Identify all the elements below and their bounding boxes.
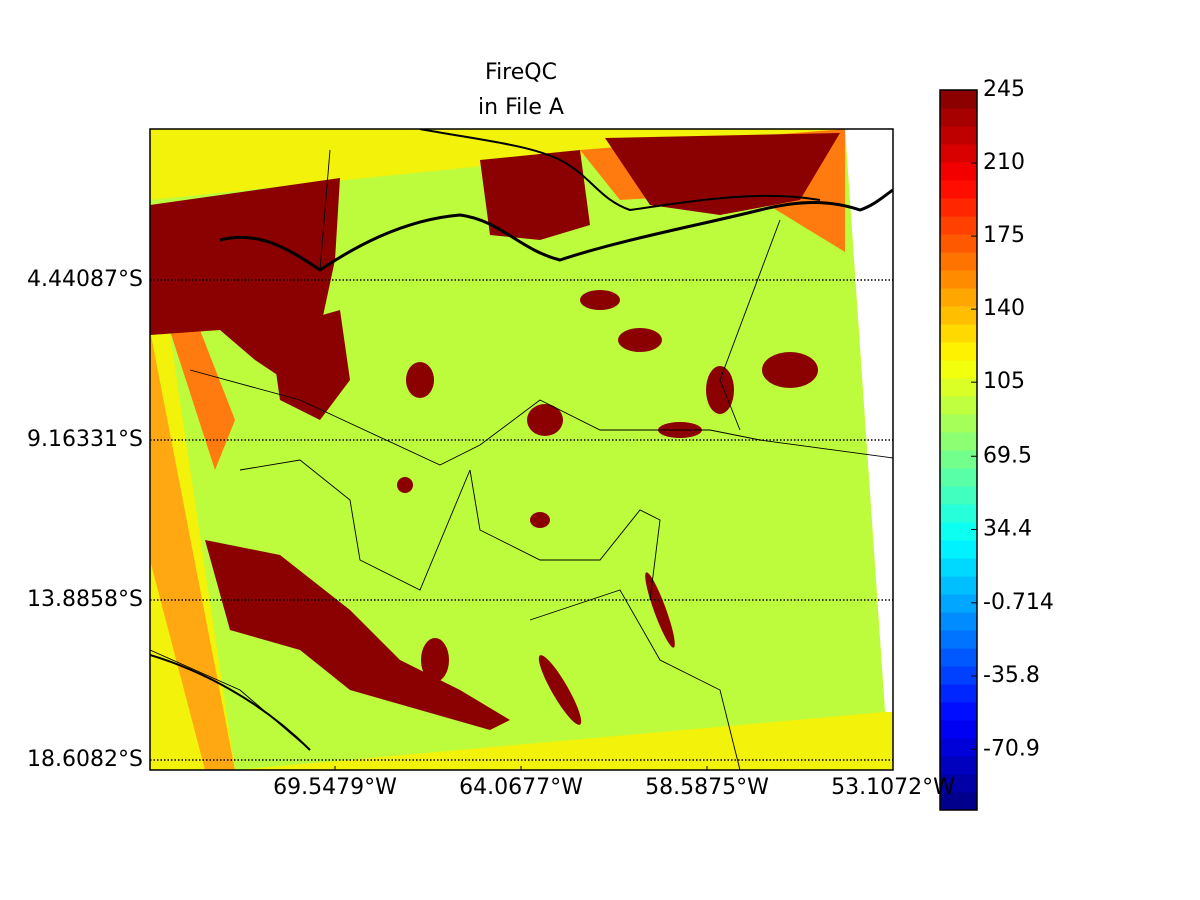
colorbar-band — [940, 630, 977, 649]
x-tick-label: 69.5479°W — [273, 775, 397, 800]
map-field — [150, 129, 893, 770]
colorbar-band — [940, 594, 977, 613]
orange-area — [160, 300, 235, 470]
colorbar-band — [940, 180, 977, 199]
colorbar-band — [940, 198, 977, 217]
colorbar-tick-label: 34.4 — [983, 517, 1032, 542]
colorbar-frame — [939, 89, 978, 811]
colorbar-band — [940, 666, 977, 685]
colorbar-band — [940, 234, 977, 253]
colorbar-band — [940, 90, 977, 109]
colorbar-band — [940, 504, 977, 523]
colorbar-tick-label: -0.714 — [983, 590, 1054, 615]
y-tick-label: 13.8858°S — [27, 587, 143, 612]
colorbar-tick-label: 210 — [983, 150, 1025, 175]
colorbar-band — [940, 648, 977, 667]
high-qc-areas — [150, 133, 840, 730]
colorbar-band — [940, 270, 977, 289]
colorbar-band — [940, 432, 977, 451]
colorbar-band — [940, 702, 977, 721]
colorbar-band — [940, 396, 977, 415]
y-tick-label: 9.16331°S — [27, 427, 143, 452]
colorbar-band — [940, 144, 977, 163]
colorbar — [940, 90, 977, 811]
colorbar-band — [940, 288, 977, 307]
y-tick-label: 4.44087°S — [27, 267, 143, 292]
grid — [150, 279, 893, 761]
x-tick-label: 53.1072°W — [831, 775, 955, 800]
colorbar-band — [940, 414, 977, 433]
colorbar-band — [940, 450, 977, 469]
colorbar-band — [940, 612, 977, 631]
colorbar-tick-label: 105 — [983, 369, 1025, 394]
colorbar-band — [940, 360, 977, 379]
colorbar-band — [940, 306, 977, 325]
colorbar-band — [940, 252, 977, 271]
colorbar-band — [940, 792, 977, 811]
colorbar-tick-label: 69.5 — [983, 443, 1032, 468]
coastline — [150, 654, 311, 751]
chart-title: FireQC — [485, 60, 557, 85]
colorbar-band — [940, 774, 977, 793]
river — [419, 129, 821, 212]
colorbar-tick-label: 175 — [983, 223, 1025, 248]
x-tick-label: 64.0677°W — [459, 775, 583, 800]
colorbar-band — [940, 324, 977, 343]
colorbar-band — [940, 540, 977, 559]
colorbar-band — [940, 162, 977, 181]
chart-subtitle: in File A — [478, 95, 564, 120]
colorbar-band — [940, 756, 977, 775]
colorbar-tick-label: 140 — [983, 296, 1025, 321]
colorbar-band — [940, 576, 977, 595]
y-tick-label: 18.6082°S — [27, 747, 143, 772]
colorbar-tick-label: -70.9 — [983, 736, 1040, 761]
colorbar-band — [940, 342, 977, 361]
colorbar-band — [940, 486, 977, 505]
colorbar-band — [940, 108, 977, 127]
colorbar-band — [940, 378, 977, 397]
colorbar-band — [940, 738, 977, 757]
colorbar-band — [940, 684, 977, 703]
colorbar-band — [940, 720, 977, 739]
colorbar-tick-label: 245 — [983, 77, 1025, 102]
border — [150, 149, 781, 770]
colorbar-band — [940, 522, 977, 541]
colorbar-band — [940, 216, 977, 235]
colorbar-band — [940, 468, 977, 487]
colorbar-tick-label: -35.8 — [983, 663, 1040, 688]
colorbar-band — [940, 126, 977, 145]
border — [189, 369, 893, 466]
x-tick-label: 58.5875°W — [645, 775, 769, 800]
colorbar-band — [940, 558, 977, 577]
